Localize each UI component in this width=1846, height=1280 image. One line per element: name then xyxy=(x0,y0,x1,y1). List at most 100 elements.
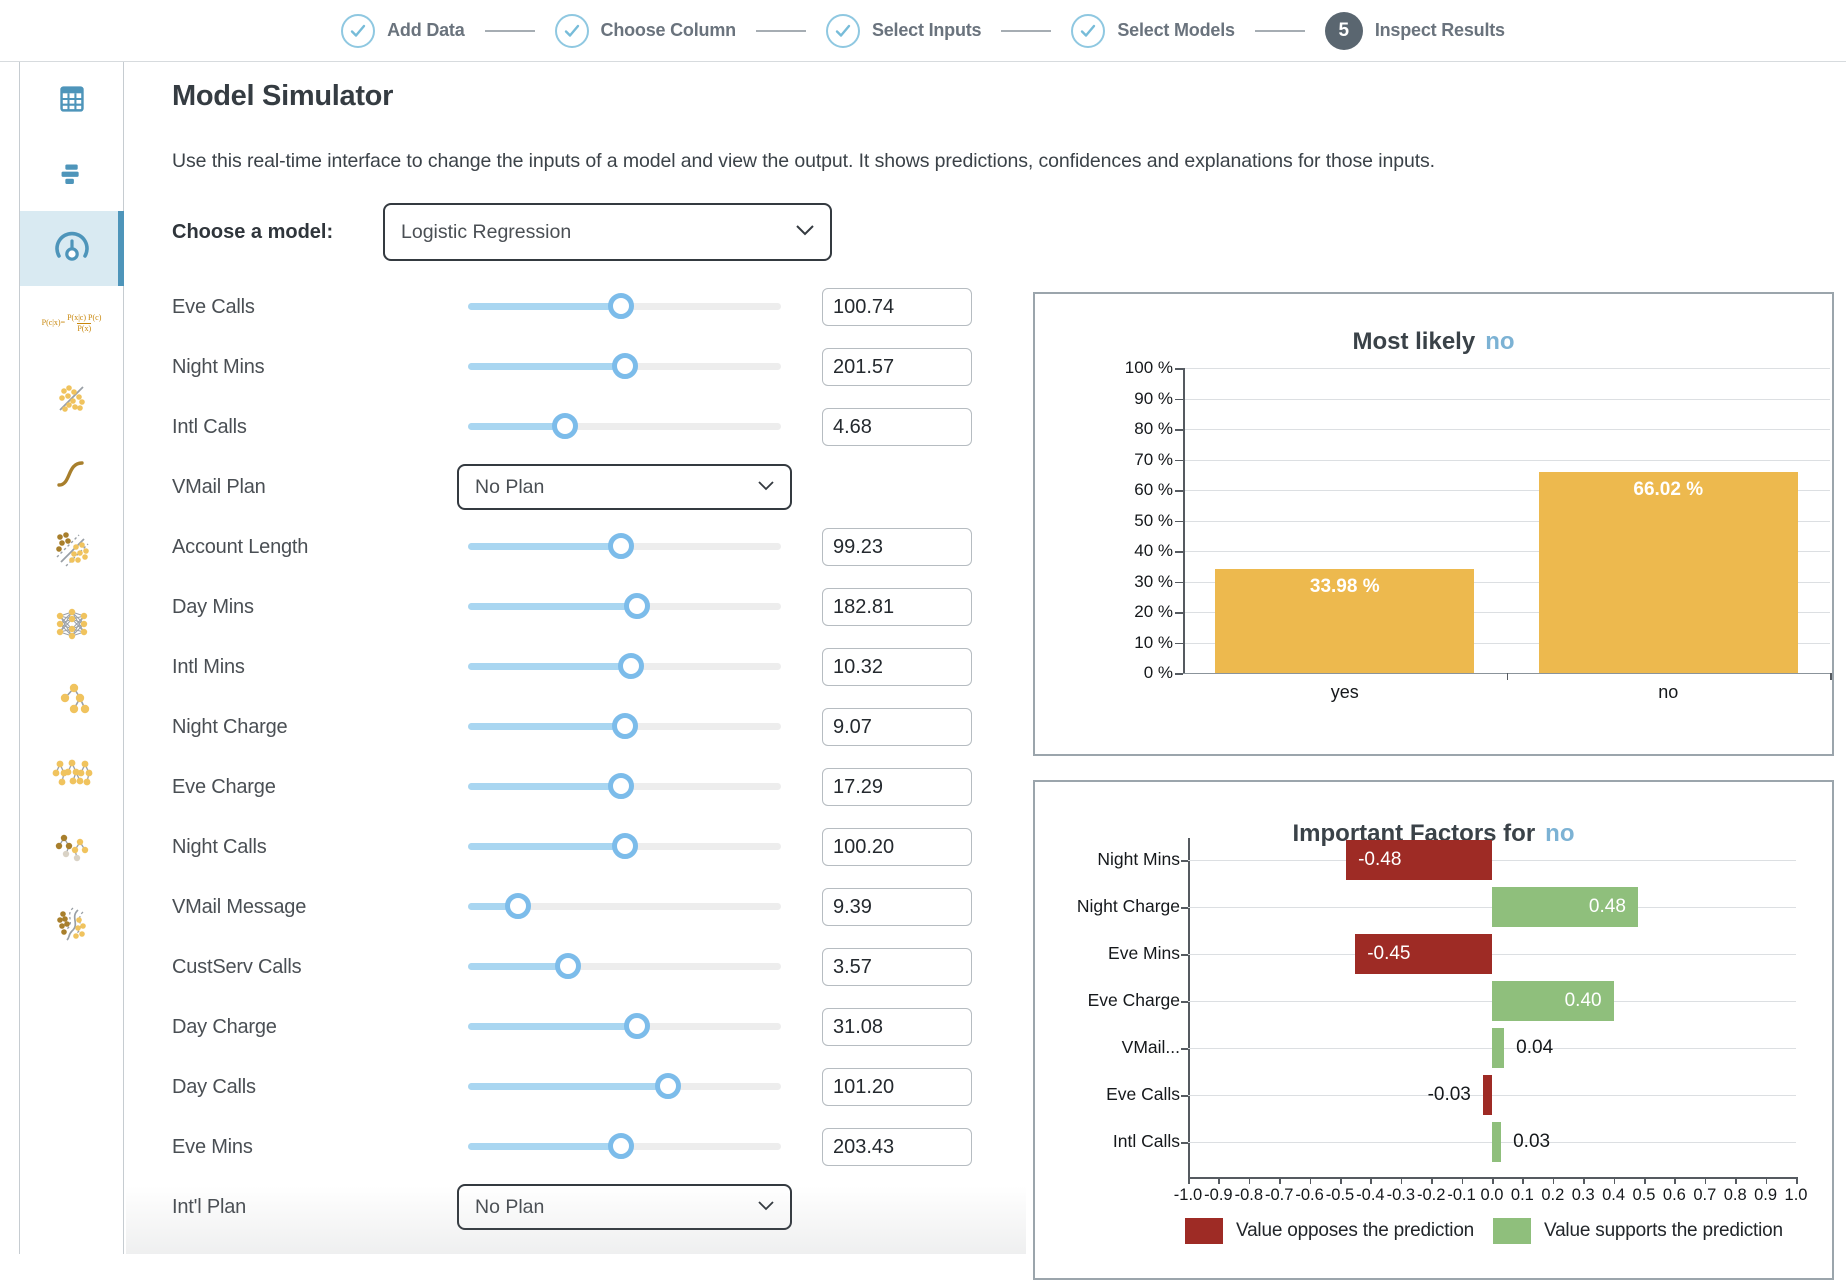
x-tickmark xyxy=(1644,1177,1646,1184)
factor-bar-night-charge xyxy=(1492,887,1638,927)
y-gridline xyxy=(1183,551,1830,552)
day-calls-slider[interactable] xyxy=(468,1073,781,1099)
vmail-plan-select[interactable]: No Plan xyxy=(457,464,792,510)
row-gridline xyxy=(1188,1095,1796,1096)
y-tickmark xyxy=(1181,907,1188,909)
check-icon xyxy=(835,24,851,37)
slider-handle[interactable] xyxy=(655,1073,682,1099)
sidebar-item-linear-classifier[interactable] xyxy=(20,361,123,436)
stepper-step-inspect-results[interactable]: 5 Inspect Results xyxy=(1324,11,1505,50)
input-row-day-calls: Day Calls xyxy=(126,1057,1031,1117)
intl-mins-value-input[interactable] xyxy=(822,648,972,686)
int-l-plan-select[interactable]: No Plan xyxy=(457,1184,792,1230)
legend-label: Value supports the prediction xyxy=(1544,1220,1783,1241)
slider-handle[interactable] xyxy=(608,1133,635,1159)
intl-calls-value-input[interactable] xyxy=(822,408,972,446)
night-mins-value-input[interactable] xyxy=(822,348,972,386)
slider-handle[interactable] xyxy=(555,953,582,979)
eve-charge-slider[interactable] xyxy=(468,773,781,799)
slider-handle[interactable] xyxy=(611,713,638,739)
slider-handle[interactable] xyxy=(505,893,532,919)
eve-calls-value-input[interactable] xyxy=(822,288,972,326)
y-tickmark xyxy=(1181,1095,1188,1097)
slider-fill xyxy=(468,1083,669,1090)
account-length-slider[interactable] xyxy=(468,533,781,559)
slider-handle[interactable] xyxy=(611,833,638,859)
sidebar-item-neural-network[interactable] xyxy=(20,586,123,661)
vmail-message-slider[interactable] xyxy=(468,893,781,919)
day-charge-value-input[interactable] xyxy=(822,1008,972,1046)
intl-calls-slider[interactable] xyxy=(468,413,781,439)
vmail-message-value-input[interactable] xyxy=(822,888,972,926)
stepper-step-select-models[interactable]: Select Models xyxy=(1071,13,1235,48)
y-axis-tick-label: 80 % xyxy=(1134,419,1173,438)
step-label: Add Data xyxy=(387,20,465,40)
sidebar-item-naive-bayes[interactable]: P(c|x)= P(x|c) P(c) P(x) xyxy=(20,286,123,361)
sidebar-item-boosted-trees[interactable] xyxy=(20,811,123,886)
factor-label: Intl Calls xyxy=(1112,1131,1180,1151)
slider-handle[interactable] xyxy=(611,353,638,379)
sidebar-item-data-table[interactable] xyxy=(20,61,123,136)
y-tickmark xyxy=(1181,1001,1188,1003)
sidebar-item-svm[interactable] xyxy=(20,511,123,586)
night-calls-value-input[interactable] xyxy=(822,828,972,866)
day-mins-value-input[interactable] xyxy=(822,588,972,626)
y-tickmark xyxy=(1175,612,1183,614)
day-calls-value-input[interactable] xyxy=(822,1068,972,1106)
select-value: No Plan xyxy=(475,475,545,498)
input-label: Night Calls xyxy=(172,836,267,858)
prediction-bar-value: 66.02 % xyxy=(1633,478,1704,500)
sidebar-item-decision-tree[interactable] xyxy=(20,661,123,736)
input-row-eve-mins: Eve Mins xyxy=(126,1117,1031,1177)
night-charge-slider[interactable] xyxy=(468,713,781,739)
factor-bar-value: 0.04 xyxy=(1516,1037,1554,1058)
input-label: Intl Calls xyxy=(172,416,247,438)
slider-handle[interactable] xyxy=(608,293,635,319)
input-label: Eve Charge xyxy=(172,776,276,798)
factor-bar-eve-calls xyxy=(1482,1075,1492,1115)
step-connector xyxy=(1254,29,1305,32)
night-mins-slider[interactable] xyxy=(468,353,781,379)
day-charge-slider[interactable] xyxy=(468,1013,781,1039)
y-gridline xyxy=(1183,581,1830,583)
eve-mins-slider[interactable] xyxy=(468,1133,781,1159)
sidebar-item-logistic-regression[interactable] xyxy=(20,436,123,511)
y-gridline xyxy=(1183,490,1830,491)
intl-mins-slider[interactable] xyxy=(468,653,781,679)
y-gridline xyxy=(1183,368,1830,369)
stepper-step-select-inputs[interactable]: Select Inputs xyxy=(825,13,982,48)
night-calls-slider[interactable] xyxy=(468,833,781,859)
slider-handle[interactable] xyxy=(608,773,635,799)
day-mins-slider[interactable] xyxy=(468,593,781,619)
input-row-int-l-plan: Int'l Plan No Plan xyxy=(126,1177,1031,1237)
custserv-calls-slider[interactable] xyxy=(468,953,781,979)
model-simulator-gauge-icon xyxy=(54,231,89,261)
stepper-step-add-data[interactable]: Add Data xyxy=(341,13,465,48)
account-length-value-input[interactable] xyxy=(822,528,972,566)
slider-handle[interactable] xyxy=(552,413,579,439)
slider-handle[interactable] xyxy=(624,593,651,619)
factor-bar-vmail- xyxy=(1492,1028,1505,1068)
custserv-calls-value-input[interactable] xyxy=(822,948,972,986)
slider-handle[interactable] xyxy=(624,1013,651,1039)
legend-swatch-opposes xyxy=(1185,1218,1223,1244)
x-tickmark xyxy=(1613,1177,1616,1184)
sidebar-item-results-chart[interactable] xyxy=(20,136,123,211)
sidebar-item-model-simulator[interactable] xyxy=(20,211,124,286)
model-select[interactable]: Logistic Regression xyxy=(383,203,832,261)
sidebar-item-kernel-svm[interactable] xyxy=(20,886,123,961)
y-tickmark xyxy=(1175,429,1183,431)
x-tickmark xyxy=(1735,1177,1737,1184)
y-tickmark xyxy=(1175,459,1183,461)
night-charge-value-input[interactable] xyxy=(822,708,972,746)
sidebar-item-random-forest[interactable] xyxy=(20,736,123,811)
slider-handle[interactable] xyxy=(608,533,635,559)
eve-calls-slider[interactable] xyxy=(468,293,781,319)
input-label: VMail Message xyxy=(172,896,307,918)
stepper-step-choose-column[interactable]: Choose Column xyxy=(554,13,736,48)
eve-charge-value-input[interactable] xyxy=(822,768,972,806)
x-axis-tick-label: -0.8 xyxy=(1234,1186,1264,1204)
x-tickmark xyxy=(1765,1177,1768,1184)
slider-handle[interactable] xyxy=(617,653,644,679)
eve-mins-value-input[interactable] xyxy=(822,1128,972,1166)
